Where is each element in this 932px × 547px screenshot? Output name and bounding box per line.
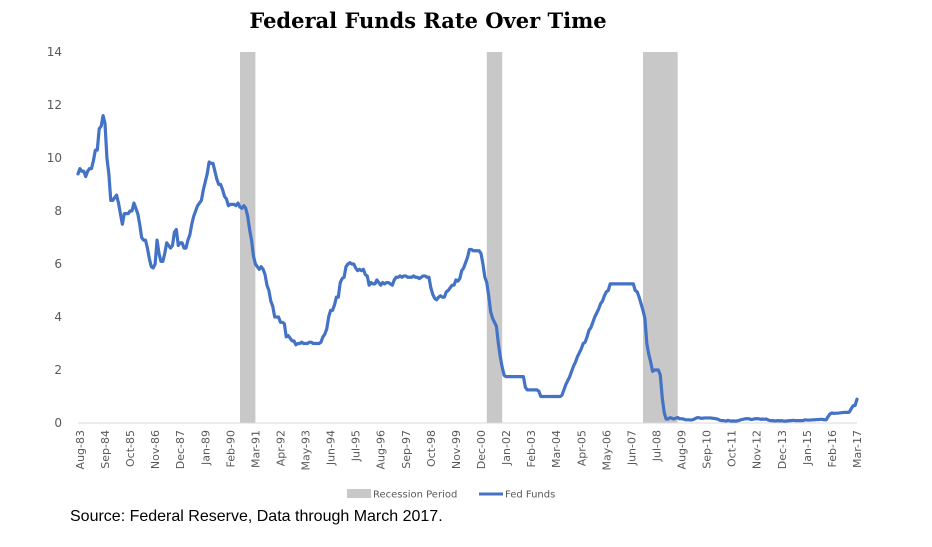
x-tick-label: Jun-94 [325, 430, 338, 466]
y-tick-label: 0 [54, 416, 62, 430]
x-tick-label: Mar-04 [550, 430, 563, 468]
y-tick-label: 8 [54, 204, 62, 218]
legend: Recession Period Fed Funds [347, 489, 555, 501]
x-tick-label: Jun-07 [625, 430, 638, 466]
x-tick-label: Oct-98 [425, 430, 438, 467]
legend-swatch-recession [347, 489, 371, 498]
y-axis-ticks: 0 2 4 6 8 10 12 14 [47, 45, 62, 430]
x-tick-label: Dec-00 [475, 430, 488, 469]
x-tick-label: Dec-13 [776, 430, 789, 469]
recession-band [486, 52, 503, 423]
x-tick-label: Aug-09 [676, 430, 689, 469]
recession-band [239, 52, 256, 423]
y-tick-label: 4 [54, 310, 62, 324]
x-tick-label: Sep-10 [701, 430, 714, 469]
y-tick-label: 2 [54, 363, 62, 377]
x-tick-label: Mar-91 [249, 430, 262, 468]
x-tick-label: Mar-17 [851, 430, 864, 468]
x-tick-label: Jul-08 [650, 430, 663, 462]
source-note: Source: Federal Reserve, Data through Ma… [70, 508, 443, 525]
x-tick-label: Nov-99 [450, 430, 463, 469]
x-axis-ticks: Aug-83 Sep-84 Oct-85 Nov-86 Dec-87 Jan-89 Feb-… [74, 430, 864, 471]
y-tick-label: 6 [54, 257, 62, 271]
x-tick-label: Sep-97 [400, 430, 413, 469]
y-tick-label: 14 [47, 45, 62, 59]
chart-title: Federal Funds Rate Over Time [249, 8, 606, 33]
x-tick-label: Sep-84 [99, 430, 112, 469]
recession-bands [239, 52, 678, 423]
legend-label: Fed Funds [505, 490, 555, 501]
x-tick-label: Jan-15 [801, 430, 814, 466]
x-tick-label: Aug-96 [375, 430, 388, 469]
x-tick-label: Jan-02 [500, 430, 513, 466]
recession-band [642, 52, 678, 423]
y-tick-label: 12 [47, 98, 62, 112]
series-lines [76, 114, 859, 423]
x-tick-label: May-06 [600, 430, 613, 471]
x-tick-label: Feb-90 [224, 430, 237, 467]
x-tick-label: Apr-05 [575, 430, 588, 466]
legend-label: Recession Period [373, 490, 457, 501]
x-tick-label: Oct-85 [124, 430, 137, 467]
x-tick-label: Nov-12 [751, 430, 764, 469]
x-tick-label: Feb-03 [525, 430, 538, 467]
x-tick-label: Apr-92 [274, 430, 287, 466]
x-tick-label: Feb-16 [826, 430, 839, 467]
x-tick-label: Oct-11 [726, 430, 739, 467]
x-tick-label: Jan-89 [199, 430, 212, 466]
series-line-fed-funds [76, 114, 859, 423]
x-tick-label: Dec-87 [174, 430, 187, 469]
y-tick-label: 10 [47, 151, 62, 165]
x-tick-label: Nov-86 [149, 430, 162, 469]
x-tick-label: Aug-83 [74, 430, 87, 469]
x-tick-label: Jul-95 [350, 430, 363, 462]
x-tick-label: May-93 [300, 430, 313, 471]
